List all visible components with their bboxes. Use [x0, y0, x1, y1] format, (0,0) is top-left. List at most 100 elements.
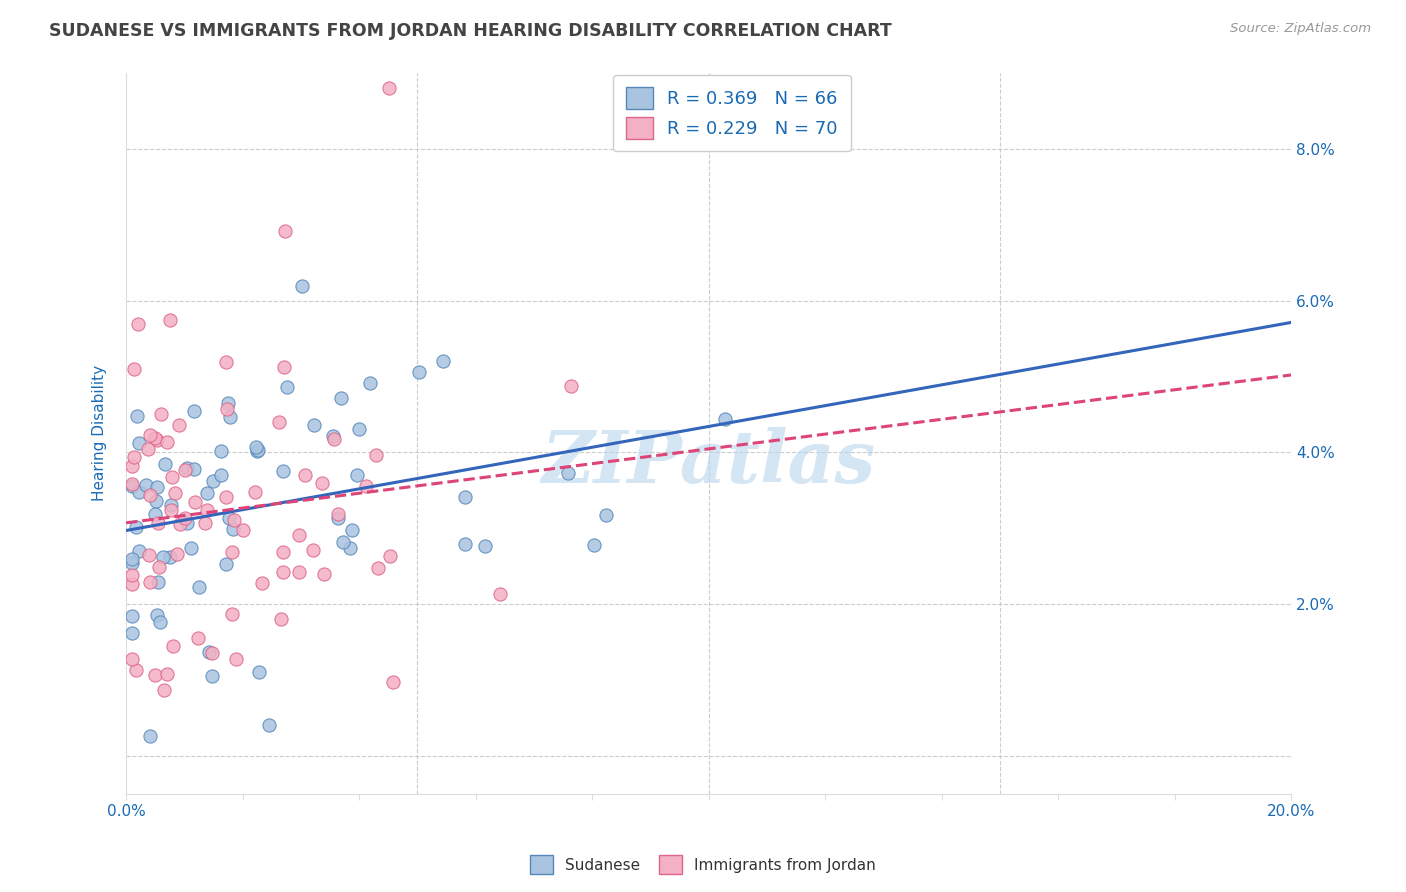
- Text: Source: ZipAtlas.com: Source: ZipAtlas.com: [1230, 22, 1371, 36]
- Point: [346, 467, 368, 482]
- Point: [215, 490, 238, 504]
- Point: [166, 547, 188, 561]
- Point: [378, 549, 401, 563]
- Point: [218, 511, 240, 525]
- Point: [332, 534, 354, 549]
- Point: [330, 391, 353, 405]
- Point: [382, 675, 405, 690]
- Point: [339, 541, 361, 555]
- Point: [160, 498, 183, 512]
- Point: [225, 652, 247, 666]
- Point: [474, 539, 496, 553]
- Text: ZIPatlas: ZIPatlas: [541, 426, 876, 498]
- Point: [209, 468, 232, 483]
- Point: [560, 379, 582, 393]
- Point: [122, 362, 145, 376]
- Point: [354, 478, 377, 492]
- Point: [163, 486, 186, 500]
- Point: [125, 409, 148, 424]
- Point: [246, 443, 269, 458]
- Point: [215, 401, 238, 416]
- Point: [153, 682, 176, 697]
- Point: [221, 545, 243, 559]
- Point: [152, 550, 174, 565]
- Point: [121, 479, 143, 493]
- Point: [271, 464, 294, 478]
- Point: [247, 665, 270, 680]
- Point: [180, 541, 202, 555]
- Point: [270, 612, 292, 626]
- Point: [121, 609, 143, 624]
- Point: [195, 485, 218, 500]
- Point: [246, 443, 269, 458]
- Point: [209, 444, 232, 458]
- Point: [135, 478, 157, 492]
- Point: [304, 417, 326, 432]
- Legend: Sudanese, Immigrants from Jordan: Sudanese, Immigrants from Jordan: [524, 849, 882, 880]
- Point: [288, 528, 311, 542]
- Point: [187, 631, 209, 645]
- Point: [128, 436, 150, 450]
- Point: [143, 668, 166, 682]
- Point: [582, 538, 605, 552]
- Point: [143, 508, 166, 522]
- Point: [217, 396, 239, 410]
- Point: [138, 548, 160, 562]
- Text: SUDANESE VS IMMIGRANTS FROM JORDAN HEARING DISABILITY CORRELATION CHART: SUDANESE VS IMMIGRANTS FROM JORDAN HEARI…: [49, 22, 891, 40]
- Point: [195, 503, 218, 517]
- Point: [215, 557, 238, 571]
- Point: [322, 429, 344, 443]
- Point: [340, 523, 363, 537]
- Point: [183, 404, 205, 418]
- Point: [222, 522, 245, 536]
- Point: [221, 607, 243, 621]
- Point: [347, 422, 370, 436]
- Point: [245, 440, 267, 454]
- Point: [159, 549, 181, 564]
- Point: [243, 484, 266, 499]
- Point: [201, 646, 224, 660]
- Point: [128, 543, 150, 558]
- Point: [359, 376, 381, 390]
- Point: [121, 568, 143, 582]
- Point: [128, 485, 150, 500]
- Point: [121, 556, 143, 570]
- Point: [136, 442, 159, 457]
- Point: [145, 433, 167, 447]
- Point: [145, 608, 167, 623]
- Point: [121, 552, 143, 566]
- Point: [160, 470, 183, 484]
- Point: [125, 520, 148, 534]
- Point: [224, 513, 246, 527]
- Point: [149, 615, 172, 629]
- Point: [155, 457, 177, 471]
- Point: [169, 517, 191, 532]
- Point: [121, 577, 143, 591]
- Point: [488, 587, 510, 601]
- Point: [288, 565, 311, 579]
- Point: [148, 559, 170, 574]
- Point: [121, 476, 143, 491]
- Point: [156, 666, 179, 681]
- Point: [187, 580, 209, 594]
- Point: [454, 490, 477, 504]
- Point: [557, 466, 579, 480]
- Point: [201, 669, 224, 683]
- Point: [162, 639, 184, 653]
- Point: [218, 409, 240, 424]
- Point: [271, 565, 294, 579]
- Point: [432, 353, 454, 368]
- Point: [408, 365, 430, 379]
- Point: [145, 480, 167, 494]
- Point: [366, 448, 388, 462]
- Point: [121, 626, 143, 640]
- Point: [174, 511, 197, 525]
- Point: [176, 460, 198, 475]
- Point: [273, 224, 295, 238]
- Point: [160, 503, 183, 517]
- Point: [294, 468, 316, 483]
- Point: [252, 575, 274, 590]
- Point: [713, 411, 735, 425]
- Legend: R = 0.369   N = 66, R = 0.229   N = 70: R = 0.369 N = 66, R = 0.229 N = 70: [613, 75, 851, 152]
- Point: [159, 312, 181, 326]
